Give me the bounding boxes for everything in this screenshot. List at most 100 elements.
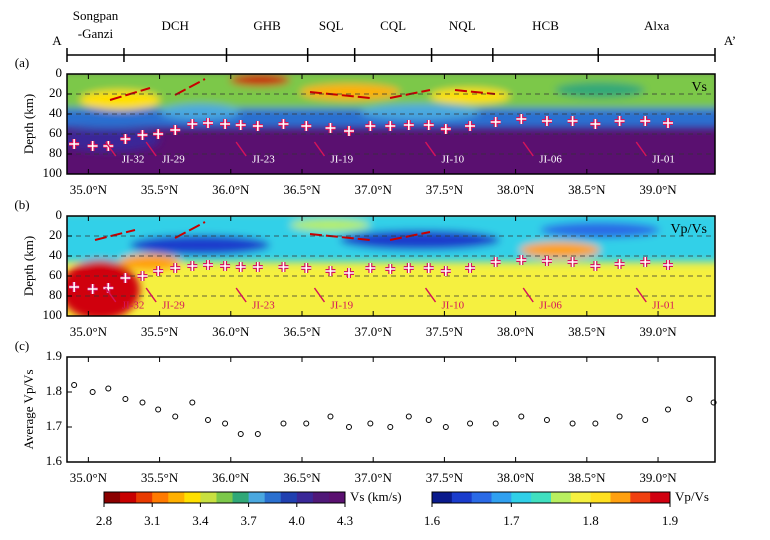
- y-axis-label: Average Vp/Vs: [21, 369, 36, 449]
- x-tick-label: 38.0°N: [497, 470, 535, 485]
- y-tick-label: 40: [49, 247, 62, 262]
- moho-cross-core: [220, 261, 231, 271]
- x-tick-label: 37.5°N: [426, 470, 464, 485]
- moho-cross-core: [187, 119, 198, 129]
- annotation-arrow: [105, 141, 117, 157]
- moho-cross-core: [403, 120, 414, 130]
- colorbar-swatch: [590, 492, 611, 503]
- colorbar-swatch: [451, 492, 473, 503]
- point: [139, 399, 146, 406]
- annotation-arrow: [145, 287, 157, 303]
- y-tick-label: 100: [43, 165, 63, 180]
- moho-cross-core: [490, 117, 501, 127]
- point: [105, 385, 112, 392]
- terrane-label: CQL: [380, 18, 406, 33]
- moho-cross-core: [137, 130, 148, 140]
- annotation-arrow: [522, 287, 534, 303]
- colorbar-swatch: [296, 492, 314, 503]
- colorbar-swatch: [491, 492, 512, 503]
- inset-label: Vs: [691, 80, 707, 95]
- x-tick-label: 39.0°N: [639, 182, 677, 197]
- point: [327, 413, 334, 420]
- colorbar-swatch: [216, 492, 234, 503]
- panel-label: (a): [15, 55, 29, 70]
- point: [518, 413, 525, 420]
- moho-cross-core: [614, 116, 625, 126]
- annotation-arrow: [635, 141, 647, 157]
- annotation-arrow: [313, 141, 326, 157]
- y-axis-label: Depth (km): [21, 236, 36, 296]
- colorbar-tick-label: 4.3: [337, 513, 353, 528]
- moho-cross-core: [202, 118, 213, 128]
- point: [492, 420, 499, 427]
- point: [405, 413, 412, 420]
- moho-cross-core: [87, 284, 98, 294]
- moho-cross-core: [325, 266, 336, 276]
- colorbar-tick-label: 1.9: [662, 513, 678, 528]
- moho-cross-core: [440, 266, 451, 276]
- inset-label: Vp/Vs: [670, 222, 707, 237]
- point: [222, 420, 229, 427]
- x-tick-label: 39.0°N: [639, 470, 677, 485]
- colorbar-swatch: [248, 492, 266, 503]
- x-tick-label: 37.0°N: [355, 324, 393, 339]
- point: [665, 406, 672, 413]
- point: [442, 424, 449, 430]
- annotation-arrow: [635, 287, 647, 303]
- moho-cross-core: [278, 262, 289, 272]
- moho-cross-core: [541, 116, 552, 126]
- moho-cross-core: [640, 257, 651, 267]
- x-tick-label: 38.5°N: [568, 470, 606, 485]
- station-label: JI-23: [252, 300, 275, 312]
- terrane-label: DCH: [162, 18, 189, 33]
- point: [254, 431, 261, 437]
- moho-cross-core: [640, 116, 651, 126]
- moho-cross-core: [590, 261, 601, 271]
- station-label: JI-29: [162, 300, 185, 312]
- colorbar-swatch: [280, 492, 298, 503]
- point: [425, 417, 432, 423]
- point: [237, 431, 244, 437]
- terrane-label: -Ganzi: [78, 26, 114, 41]
- terrane-label: Songpan: [73, 8, 119, 23]
- moho-cross-core: [516, 114, 527, 124]
- station-label: JI-29: [162, 154, 185, 166]
- x-tick-label: 37.0°N: [355, 470, 393, 485]
- x-tick-label: 37.5°N: [426, 324, 464, 339]
- point: [89, 389, 96, 395]
- colorbar-swatch: [511, 492, 532, 503]
- colorbar-tick-label: 3.4: [192, 513, 209, 528]
- station-label: JI-19: [330, 154, 353, 166]
- moho-cross-core: [120, 134, 131, 144]
- moho-cross-core: [301, 263, 312, 273]
- moho-cross-core: [252, 121, 263, 131]
- x-tick-label: 36.5°N: [283, 470, 321, 485]
- station-label: JI-23: [252, 154, 275, 166]
- colorbar-swatch: [104, 492, 121, 503]
- point: [543, 417, 550, 423]
- y-tick-label: 100: [43, 307, 63, 322]
- x-tick-label: 37.5°N: [426, 182, 464, 197]
- plot-frame: [66, 215, 716, 317]
- annotation-arrow: [235, 287, 247, 303]
- x-tick-label: 36.5°N: [283, 324, 321, 339]
- point: [155, 406, 162, 413]
- x-tick-label: 38.0°N: [497, 324, 535, 339]
- colorbar-tick-label: 3.7: [240, 513, 257, 528]
- point: [616, 413, 623, 420]
- moho-cross-core: [343, 268, 354, 278]
- station-label: JI-01: [652, 300, 675, 312]
- terrane-label: HCB: [532, 18, 559, 33]
- colorbar-tick-label: 2.8: [96, 513, 112, 528]
- colorbar-swatch: [184, 492, 201, 503]
- x-tick-label: 35.0°N: [70, 182, 108, 197]
- colorbar-label: Vs (km/s): [350, 489, 402, 504]
- plot-frame: [66, 356, 716, 463]
- moho-cross-core: [423, 263, 434, 273]
- station-label: JI-32: [122, 154, 145, 166]
- colorbar-swatch: [264, 492, 282, 503]
- point: [122, 396, 129, 402]
- point: [367, 420, 374, 427]
